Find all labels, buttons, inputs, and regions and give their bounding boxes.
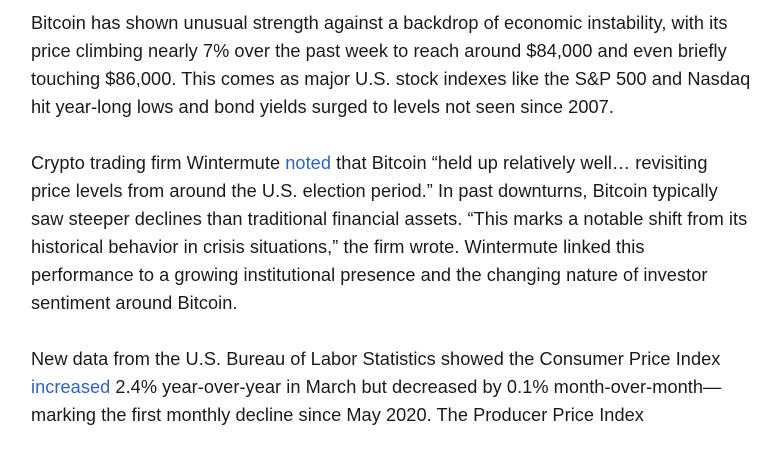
noted-link[interactable]: noted [285,153,331,173]
paragraph-text: Bitcoin has shown unusual strength again… [31,13,751,117]
paragraph-text-start: Crypto trading firm Wintermute [31,153,286,173]
paragraph-bitcoin-strength: Bitcoin has shown unusual strength again… [31,9,751,121]
paragraph-wintermute: Crypto trading firm Wintermute noted tha… [31,149,751,317]
article-body: Bitcoin has shown unusual strength again… [31,9,751,457]
paragraph-text-end: 2.4% year-over-year in March but decreas… [31,377,722,425]
increased-link[interactable]: increased [31,377,111,397]
paragraph-cpi: New data from the U.S. Bureau of Labor S… [31,345,751,429]
paragraph-text-start: New data from the U.S. Bureau of Labor S… [31,349,721,369]
paragraph-text-end: that Bitcoin “held up relatively well… r… [31,153,748,313]
